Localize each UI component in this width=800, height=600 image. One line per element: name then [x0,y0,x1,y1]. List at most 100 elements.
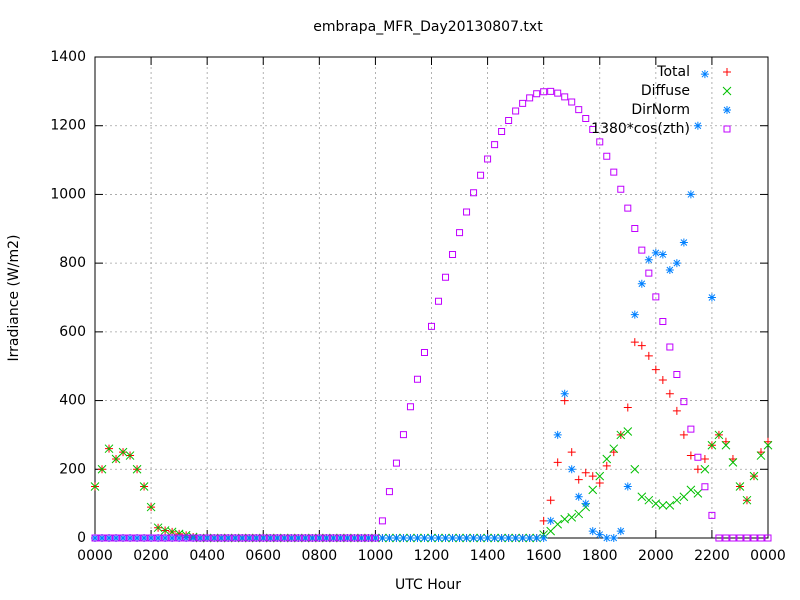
data-point [476,534,485,542]
data-point [595,479,604,488]
data-point [708,511,716,519]
data-point [728,458,738,467]
data-point [581,499,590,508]
data-point [294,534,302,542]
x-tick-label: 1600 [526,548,562,564]
data-point [560,396,569,405]
data-point [652,293,660,301]
data-point [133,534,142,542]
data-point [378,534,387,542]
data-point [167,527,177,537]
data-point [315,534,324,542]
data-point [617,185,625,193]
data-point [413,375,421,383]
data-point [749,471,759,481]
data-point [505,117,513,125]
data-point [498,128,506,136]
x-tick-label: 1400 [470,548,506,564]
data-point [273,534,281,542]
data-point [371,534,380,542]
data-point [575,106,583,114]
data-point [497,534,506,542]
data-point [582,114,590,122]
data-point [511,534,520,542]
data-point [90,482,100,491]
data-point [203,534,211,542]
x-tick-label: 1000 [358,548,394,564]
data-point [644,495,654,505]
data-point [132,464,142,474]
data-point [448,534,457,542]
data-point [539,516,548,525]
data-point [644,255,653,264]
data-point [658,250,667,259]
data-point [721,437,730,446]
data-point [364,534,373,542]
data-point [651,365,660,374]
data-point [189,534,197,542]
data-point [519,99,527,107]
data-point [707,440,717,450]
data-point [118,447,128,457]
data-point [399,534,408,542]
data-point [659,318,667,326]
x-tick-label: 0000 [77,548,113,564]
data-point [756,451,766,460]
data-point [259,534,267,542]
data-point [512,107,520,115]
data-point [764,437,772,446]
y-tick-label: 600 [59,324,86,340]
data-point [406,534,415,542]
data-point [554,89,562,97]
data-point [259,534,268,542]
data-point [435,297,443,305]
data-point [526,94,534,102]
data-point [729,534,737,542]
data-point [238,534,246,542]
data-point [518,534,527,542]
data-point [189,534,198,542]
data-point [280,534,289,542]
data-point [126,534,135,542]
data-point [616,430,626,440]
data-point [97,464,107,474]
chart-title: embrapa_MFR_Day20130807.txt [313,19,543,35]
data-point [595,471,605,481]
data-point [532,534,541,542]
data-point [357,534,366,542]
data-point [701,483,709,491]
data-point [252,534,260,542]
data-point [546,526,556,536]
data-point [111,454,121,464]
data-point [210,534,219,542]
data-point [91,534,99,542]
data-point [700,70,709,79]
data-point [420,534,429,542]
data-point [588,527,597,536]
y-tick-label: 1200 [50,118,86,134]
data-point [658,375,667,384]
data-point [553,458,562,467]
data-point [714,430,724,440]
data-point [602,454,612,464]
data-point [645,269,653,277]
data-point [567,513,577,522]
y-axis-label: Irradiance (W/m2) [6,235,22,362]
data-point [252,534,261,542]
data-point [308,534,316,542]
x-tick-label: 1200 [414,548,450,564]
data-point [673,370,681,378]
data-point [266,534,274,542]
data-point [596,138,604,146]
data-point [217,534,226,542]
data-point [196,534,205,542]
data-point [224,534,232,542]
x-axis-label: UTC Hour [395,577,461,593]
data-point [105,534,113,542]
data-point [477,171,485,179]
data-point [504,534,513,542]
data-point [462,534,471,542]
y-tick-label: 800 [59,255,86,271]
data-point [553,519,563,529]
data-point [637,279,646,288]
